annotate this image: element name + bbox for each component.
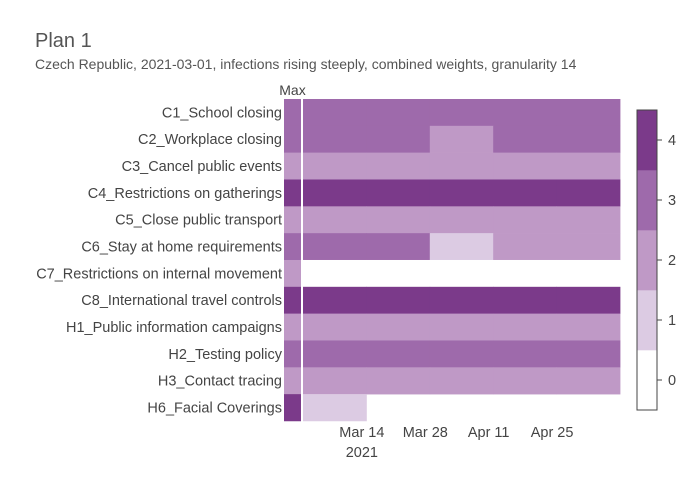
heatmap-cell [556,233,621,261]
heatmap-cell [303,179,367,207]
heatmap-cell [366,99,431,127]
colorbar-band [637,110,657,171]
max-cell [284,179,301,207]
max-cell [284,340,301,368]
heatmap-cell [429,233,494,261]
max-cell [284,233,301,261]
heatmap-cell [556,286,621,314]
heatmap-cell [366,179,431,207]
heatmap-cell [366,206,431,234]
heatmap-cell [556,259,621,288]
chart-subtitle: Czech Republic, 2021-03-01, infections r… [35,56,577,72]
row-label: C2_Workplace closing [138,132,282,148]
max-cell [284,286,301,314]
heatmap-cell [303,340,367,368]
heatmap-cell [556,125,621,153]
max-cell [284,152,301,180]
heatmap-cell [366,233,431,261]
heatmap-cell [556,340,621,368]
x-tick-label: Apr 11 [468,425,510,441]
row-label: C8_International travel controls [81,293,282,309]
heatmap-cell [493,259,557,288]
heatmap-cell [556,313,621,341]
heatmap-cell [366,340,431,368]
chart-title: Plan 1 [35,30,92,52]
colorbar-tick-label: 3 [668,193,676,209]
heatmap-cell [493,125,557,153]
row-label: H6_Facial Coverings [147,401,282,417]
row-label: H1_Public information campaigns [66,320,282,336]
colorbar-band [637,350,657,411]
row-label: H3_Contact tracing [158,374,282,390]
heatmap-cell [429,125,494,153]
heatmap-cell [303,233,367,261]
heatmap-cell [493,152,557,180]
heatmap-cell [303,259,367,288]
heatmap-cell [556,179,621,207]
colorbar-tick-label: 2 [668,253,676,269]
heatmap-cell [303,99,367,127]
heatmap-cell [493,206,557,234]
max-column-label: Max [279,82,305,98]
max-cell [284,125,301,153]
max-cell [284,367,301,395]
colorbar-tick-label: 0 [668,373,676,389]
heatmap-cell [429,259,494,288]
x-tick-label: Apr 25 [531,425,574,441]
colorbar-tick-label: 1 [668,313,676,329]
colorbar-tick-label: 4 [668,133,676,149]
heatmap-cell [366,152,431,180]
heatmap-cell [303,394,367,422]
heatmap-cell [303,313,367,341]
heatmap-cell [366,313,431,341]
row-label: C5_Close public transport [115,213,282,229]
row-label: C7_Restrictions on internal movement [36,266,282,282]
heatmap-cell [366,286,431,314]
max-cell [284,259,301,288]
heatmap-cell [303,367,367,395]
colorbar-band [637,170,657,231]
heatmap-cell [366,125,431,153]
heatmap-cell [429,99,494,127]
heatmap-cell [303,152,367,180]
heatmap-cell [493,340,557,368]
row-label: C4_Restrictions on gatherings [88,186,282,202]
x-tick-label: Mar 14 [339,425,384,441]
heatmap-cell [303,206,367,234]
x-tick-label: Mar 28 [403,425,448,441]
heatmap-cell [429,206,494,234]
max-cell [284,394,301,422]
heatmap-cell [303,125,367,153]
heatmap-cell [429,152,494,180]
row-label: C1_School closing [162,105,282,121]
heatmap-cell [493,286,557,314]
heatmap-cell [429,367,494,395]
heatmap-cell [556,152,621,180]
heatmap-cell [429,179,494,207]
heatmap-cell [366,259,431,288]
max-cell [284,206,301,234]
row-label: C6_Stay at home requirements [81,240,282,256]
heatmap-cell [493,99,557,127]
heatmap-cell [429,286,494,314]
colorbar-band [637,230,657,291]
heatmap-cell [429,340,494,368]
heatmap-cell [493,233,557,261]
heatmap-cell [493,179,557,207]
row-label: C3_Cancel public events [122,159,282,175]
heatmap-cell [429,313,494,341]
heatmap-cell [493,367,557,395]
colorbar-band [637,290,657,351]
heatmap-cell [556,206,621,234]
heatmap-cell [493,313,557,341]
heatmap-cell [366,367,431,395]
max-cell [284,313,301,341]
x-tick-sublabel: 2021 [346,445,378,461]
row-label: H2_Testing policy [168,347,282,363]
heatmap-cell [303,286,367,314]
heatmap-cell [556,367,621,395]
heatmap-cell [556,99,621,127]
max-cell [284,99,301,127]
